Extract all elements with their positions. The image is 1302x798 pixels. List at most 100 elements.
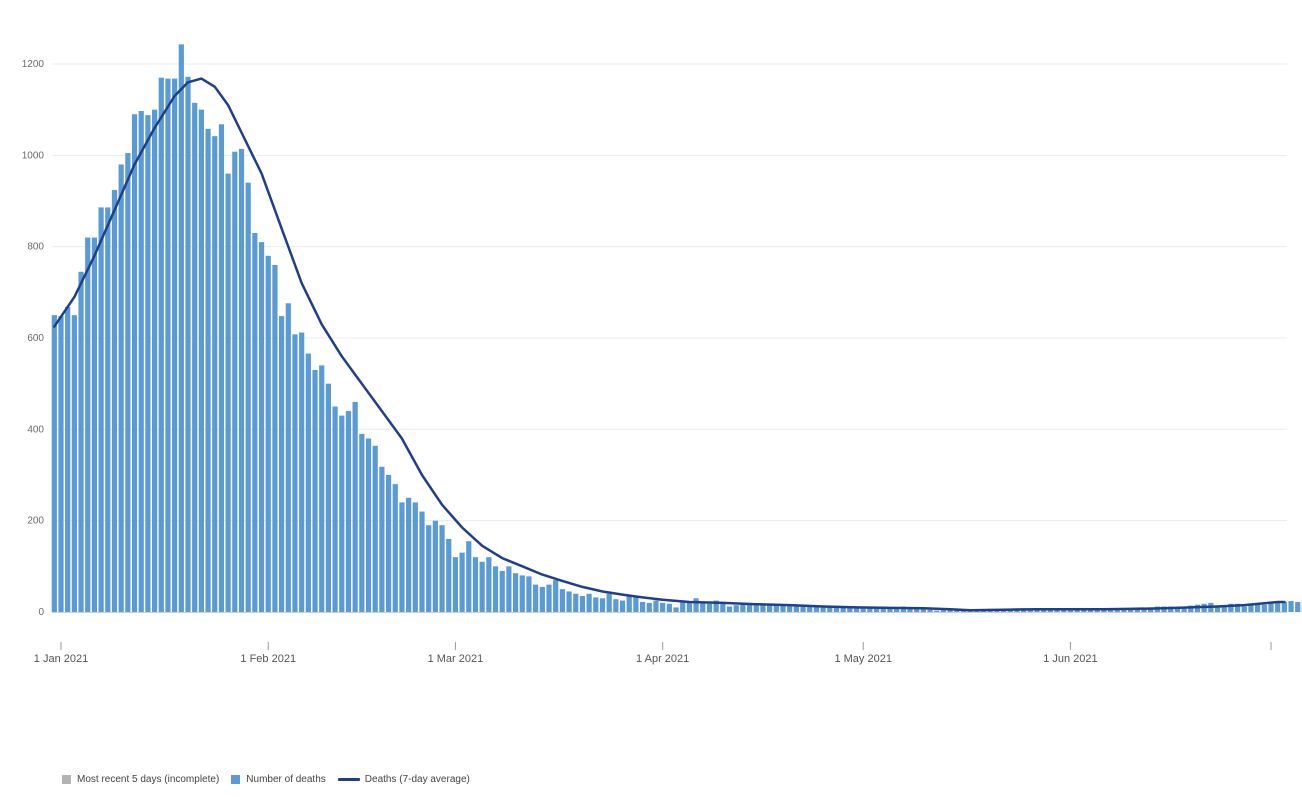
- legend-item-deaths[interactable]: Number of deaths: [231, 774, 326, 785]
- bar: [827, 606, 833, 612]
- bar: [833, 606, 840, 612]
- bar: [586, 593, 592, 612]
- x-tick-label: 1 Feb 2021: [240, 653, 296, 665]
- bar: [1214, 605, 1221, 612]
- bar: [131, 114, 138, 612]
- bar: [71, 315, 77, 612]
- bar: [626, 594, 632, 612]
- bar: [653, 600, 659, 612]
- bar: [118, 164, 124, 612]
- bar: [232, 151, 238, 612]
- y-tick-label: 1000: [22, 150, 45, 161]
- bar: [406, 497, 412, 612]
- bar: [1221, 606, 1227, 612]
- bar: [907, 608, 913, 612]
- bar: [165, 78, 171, 613]
- bar: [111, 190, 118, 613]
- bar: [158, 77, 164, 612]
- bar: [880, 607, 886, 612]
- bar: [686, 602, 692, 612]
- bar: [613, 599, 619, 612]
- bar: [419, 511, 425, 612]
- bar: [272, 264, 278, 612]
- bar: [947, 609, 953, 612]
- bar: [1174, 606, 1181, 612]
- bar: [920, 609, 926, 612]
- bar: [1181, 606, 1187, 612]
- legend-label-incomplete: Most recent 5 days (incomplete): [77, 774, 220, 785]
- bar: [780, 605, 786, 612]
- bar: [847, 607, 853, 612]
- bar: [379, 466, 385, 612]
- bar: [385, 475, 392, 612]
- bar: [533, 584, 539, 612]
- bar: [773, 605, 779, 612]
- y-tick-label: 800: [27, 242, 44, 253]
- bar: [245, 182, 251, 613]
- average-line: [53, 77, 1286, 612]
- bar: [733, 605, 739, 612]
- bar: [539, 586, 545, 612]
- bar: [225, 173, 231, 612]
- bars: [51, 44, 1302, 613]
- bar: [365, 438, 372, 612]
- bar: [185, 76, 191, 613]
- bar: [807, 606, 813, 612]
- legend-item-incomplete[interactable]: Most recent 5 days (incomplete): [62, 774, 219, 785]
- y-tick-label: 200: [27, 516, 44, 527]
- bar: [392, 484, 398, 612]
- x-tick-label: 1 Jun 2021: [1043, 653, 1097, 665]
- bar: [105, 207, 111, 612]
- bar: [512, 573, 519, 612]
- x-tick-label: 1 Mar 2021: [428, 653, 484, 665]
- bar: [820, 607, 826, 612]
- bar: [299, 332, 305, 612]
- bar: [1261, 604, 1267, 612]
- bar: [339, 415, 345, 612]
- bar: [472, 557, 479, 612]
- bar: [673, 607, 679, 612]
- bar: [526, 576, 532, 612]
- bar: [813, 606, 820, 612]
- bar: [1234, 603, 1241, 612]
- bar: [212, 136, 218, 612]
- incomplete-swatch-icon: [62, 775, 71, 784]
- bar: [85, 237, 91, 612]
- bar: [914, 608, 920, 612]
- bar: [1241, 606, 1247, 612]
- bar: [205, 128, 211, 612]
- bar: [573, 593, 579, 612]
- bar: [646, 602, 652, 612]
- bar: [553, 580, 559, 612]
- bar: [559, 589, 565, 612]
- bar: [319, 365, 325, 612]
- bar: [178, 44, 184, 613]
- legend-item-average[interactable]: Deaths (7-day average): [337, 774, 470, 785]
- bar: [700, 602, 706, 612]
- bar-swatch-icon: [231, 775, 241, 784]
- bar: [940, 610, 947, 612]
- bar: [125, 153, 131, 613]
- bar: [706, 603, 713, 612]
- bar: [873, 607, 880, 612]
- bar: [446, 538, 452, 612]
- bar: [279, 316, 285, 612]
- x-tick-label: 1 Apr 2021: [636, 653, 689, 665]
- bar: [599, 598, 606, 612]
- bar: [753, 605, 759, 612]
- bar: [98, 207, 104, 612]
- bar: [867, 607, 873, 612]
- bar: [198, 109, 204, 613]
- bar: [787, 605, 793, 612]
- bar: [151, 109, 158, 613]
- bar: [412, 502, 418, 612]
- bar: [312, 369, 318, 612]
- bar: [593, 597, 599, 612]
- bar: [432, 520, 438, 612]
- bar: [934, 610, 940, 612]
- bar: [399, 502, 405, 612]
- line-swatch-icon: [337, 778, 360, 781]
- legend-label-deaths: Number of deaths: [246, 774, 326, 785]
- bar: [546, 584, 552, 612]
- bar: [566, 591, 572, 612]
